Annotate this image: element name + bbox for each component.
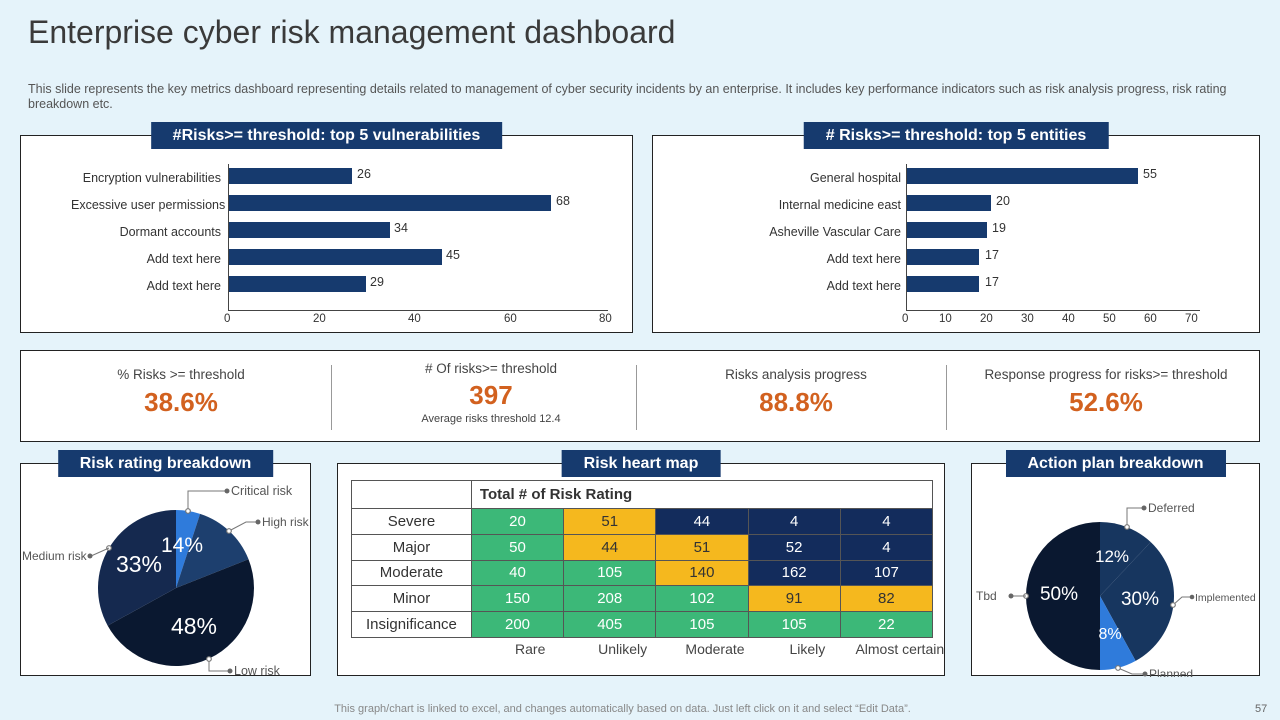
svg-text:14%: 14% [161, 534, 203, 557]
svg-text:50%: 50% [1040, 584, 1078, 605]
svg-text:12%: 12% [1095, 547, 1129, 566]
svg-text:High risk: High risk [262, 515, 310, 529]
svg-text:33%: 33% [116, 551, 162, 577]
svg-text:Implemented: Implemented [1195, 592, 1256, 604]
svg-text:48%: 48% [171, 613, 217, 639]
svg-text:Planned: Planned [1149, 667, 1193, 677]
svg-text:Deferred: Deferred [1148, 501, 1195, 515]
svg-text:30%: 30% [1121, 589, 1159, 610]
svg-text:Low risk: Low risk [234, 664, 281, 677]
svg-text:Medium risk: Medium risk [22, 549, 88, 563]
svg-text:Tbd: Tbd [976, 589, 997, 603]
svg-text:8%: 8% [1098, 626, 1121, 643]
svg-text:Critical risk: Critical risk [231, 484, 293, 498]
